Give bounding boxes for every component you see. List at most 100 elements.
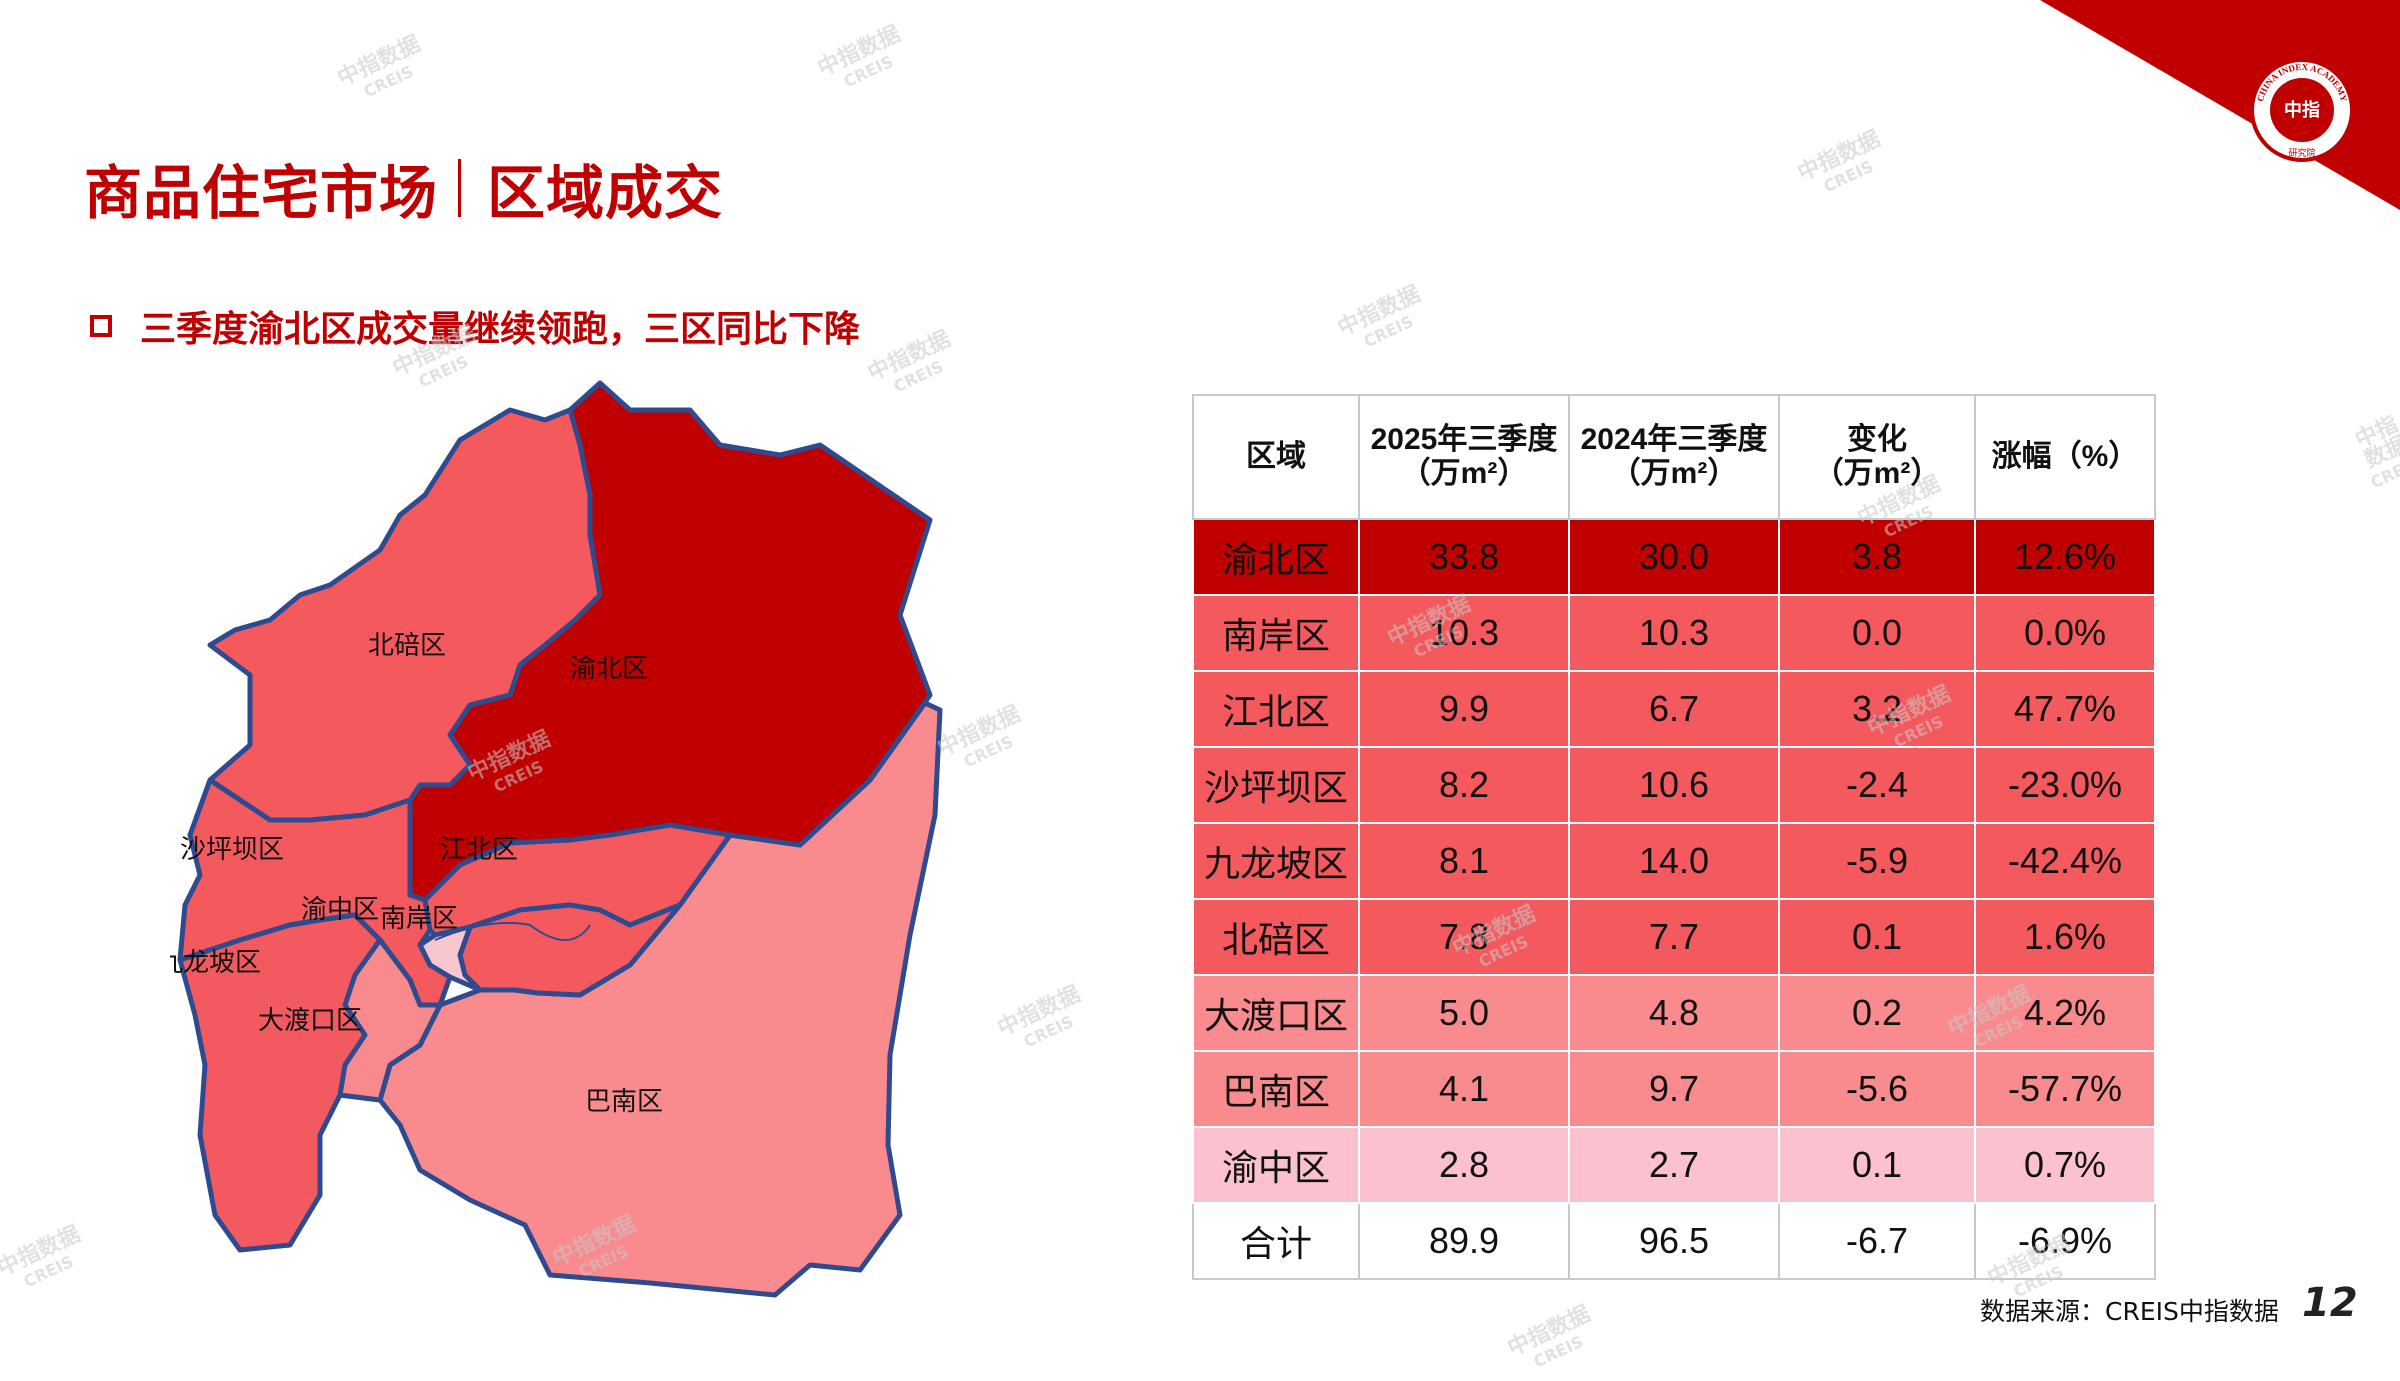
table-cell-value: 10.6 [1568,746,1780,824]
watermark: 中指数据 CREIS [334,32,433,110]
watermark: 中指数据 CREIS [1334,282,1433,360]
table-cell-value: -5.6 [1778,1050,1976,1128]
table-row: 合计 89.9 96.5 -6.7 -6.9% [1192,1202,2156,1280]
map-label-beibei: 北碚区 [368,631,446,661]
table-row: 南岸区 10.3 10.3 0.0 0.0% [1192,594,2156,672]
table-cell-value: 9.7 [1568,1050,1780,1128]
table-cell-district: 大渡口区 [1192,974,1360,1052]
page-title: 商品住宅市场 区域成交 [84,148,723,228]
table-cell-value: -23.0% [1974,746,2156,824]
map-region-dadukou [337,937,443,1103]
table-header-text: 变化 [1847,423,1907,456]
watermark: 中指数据 CREIS [814,22,913,100]
table-cell-value: 10.3 [1568,594,1780,672]
map-label-jiulongpo: 九龙坡区 [170,948,261,978]
table-header-text: （万m²） [1400,457,1528,490]
table-cell-value: 9.9 [1358,670,1570,748]
table-cell-value: 47.7% [1974,670,2156,748]
table-cell-value: 0.0 [1778,594,1976,672]
table-cell-value: -57.7% [1974,1050,2156,1128]
watermark: 中指数据 CREIS [994,982,1093,1060]
table-row: 北碚区 7.8 7.7 0.1 1.6% [1192,898,2156,976]
district-transaction-table: 区域 2025年三季度 （万m²） 2024年三季度 （万m²） 变化 （万m²） 涨幅（%）… [1192,394,2156,1280]
table-cell-district: 九龙坡区 [1192,822,1360,900]
table-cell-value: 4.8 [1568,974,1780,1052]
map-label-banan: 巴南区 [585,1087,663,1117]
page-title-main: 商品住宅市场 [84,159,439,227]
table-header-cell: 涨幅（%） [1974,394,2156,520]
table-cell-value: 0.1 [1778,1126,1976,1204]
table-cell-value: -2.4 [1778,746,1976,824]
table-cell-value: -5.9 [1778,822,1976,900]
table-cell-value: 0.0% [1974,594,2156,672]
table-cell-district: 巴南区 [1192,1050,1360,1128]
table-row: 大渡口区 5.0 4.8 0.2 4.2% [1192,974,2156,1052]
table-cell-value: 8.2 [1358,746,1570,824]
table-cell-value: 4.2% [1974,974,2156,1052]
table-cell-value: 0.1 [1778,898,1976,976]
table-cell-value: 96.5 [1568,1202,1780,1280]
page-title-section: 区域成交 [487,159,724,227]
table-cell-district: 沙坪坝区 [1192,746,1360,824]
table-header-text: 区域 [1246,440,1306,473]
map-label-shapingba: 沙坪坝区 [180,835,284,865]
table-cell-value: 10.3 [1358,594,1570,672]
map-label-nanan: 南岸区 [380,904,458,934]
table-cell-value: 12.6% [1974,518,2156,596]
table-cell-value: -6.7 [1778,1202,1976,1280]
table-cell-district: 江北区 [1192,670,1360,748]
logo-bottom-text: 研究院 [2288,147,2315,159]
logo-center-text: 中指 [2284,99,2320,121]
table-row: 渝北区 33.8 30.0 3.8 12.6% [1192,518,2156,596]
watermark: 中指数据 CREIS [0,1222,93,1300]
table-cell-value: 0.7% [1974,1126,2156,1204]
district-map: 北碚区 渝北区 沙坪坝区 江北区 渝中区 南岸区 九龙坡区 大渡口区 巴南区 [170,380,943,1298]
table-cell-value: 3.8 [1778,518,1976,596]
map-region-yuzhong [417,924,483,993]
table-cell-district: 北碚区 [1192,898,1360,976]
table-cell-district: 南岸区 [1192,594,1360,672]
table-row: 巴南区 4.1 9.7 -5.6 -57.7% [1192,1050,2156,1128]
table-cell-value: -42.4% [1974,822,2156,900]
table-cell-value: 3.2 [1778,670,1976,748]
table-cell-district: 渝中区 [1192,1126,1360,1204]
table-header-row: 区域 2025年三季度 （万m²） 2024年三季度 （万m²） 变化 （万m²） 涨幅（%） [1192,394,2156,520]
table-body: 渝北区 33.8 30.0 3.8 12.6% 南岸区 10.3 10.3 0.0 0.0% 江北区… [1192,518,2156,1280]
table-cell-value: 7.8 [1358,898,1570,976]
table-cell-district: 合计 [1192,1202,1360,1280]
table-cell-value: -6.9% [1974,1202,2156,1280]
table-cell-district: 渝北区 [1192,518,1360,596]
table-header-cell: 区域 [1192,394,1360,520]
watermark: 中指数据 CREIS [2349,412,2400,494]
table-cell-value: 6.7 [1568,670,1780,748]
table-header-cell: 2024年三季度 （万m²） [1568,394,1780,520]
table-header-text: （万m²） [1610,457,1738,490]
map-label-yuzhong: 渝中区 [301,895,379,925]
watermark: 中指数据 CREIS [1504,1302,1603,1380]
table-cell-value: 5.0 [1358,974,1570,1052]
map-label-yubei: 渝北区 [570,654,648,684]
table-header-text: 涨幅（%） [1991,440,2139,473]
table-row: 九龙坡区 8.1 14.0 -5.9 -42.4% [1192,822,2156,900]
map-label-dadukou: 大渡口区 [258,1006,362,1036]
table-cell-value: 0.2 [1778,974,1976,1052]
table-cell-value: 33.8 [1358,518,1570,596]
table-row: 渝中区 2.8 2.7 0.1 0.7% [1192,1126,2156,1204]
table-header-text: 2025年三季度 [1370,423,1558,456]
table-cell-value: 4.1 [1358,1050,1570,1128]
table-header-cell: 2025年三季度 （万m²） [1358,394,1570,520]
table-row: 沙坪坝区 8.2 10.6 -2.4 -23.0% [1192,746,2156,824]
subtitle-text: 三季度渝北区成交量继续领跑，三区同比下降 [140,309,861,350]
table-cell-value: 8.1 [1358,822,1570,900]
page-number: 12 [2302,1280,2358,1326]
bullet-square-icon [90,315,112,337]
table-cell-value: 89.9 [1358,1202,1570,1280]
table-cell-value: 7.7 [1568,898,1780,976]
river-line [434,921,591,941]
subtitle: 三季度渝北区成交量继续领跑，三区同比下降 [90,296,860,356]
table-cell-value: 1.6% [1974,898,2156,976]
table-row: 江北区 9.9 6.7 3.2 47.7% [1192,670,2156,748]
table-header-cell: 变化 （万m²） [1778,394,1976,520]
china-index-academy-logo: CHINA INDEX ACADEMY 中指 研究院 [2250,58,2354,162]
table-cell-value: 2.7 [1568,1126,1780,1204]
